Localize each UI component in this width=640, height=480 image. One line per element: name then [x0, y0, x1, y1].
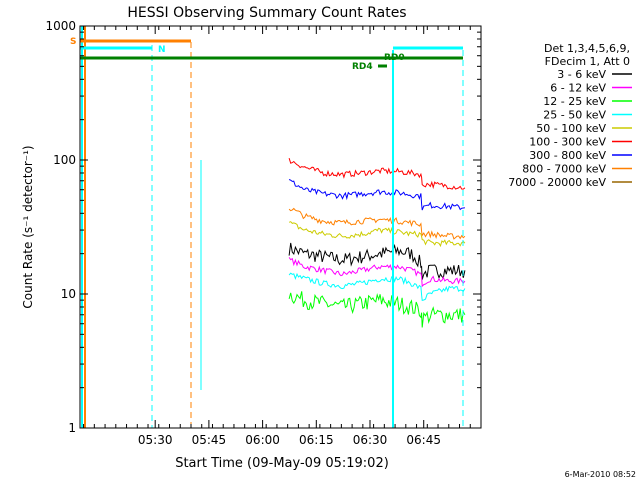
x-tick-label: 06:15 [299, 433, 334, 447]
x-tick-label: 05:30 [138, 433, 173, 447]
series-line-3 [288, 272, 466, 302]
series-line-2 [288, 291, 466, 328]
annotation-rd4: RD4 [352, 62, 373, 72]
legend-entry-label: 25 - 50 keV [543, 109, 606, 122]
legend-title-line: FDecim 1, Att 0 [545, 55, 630, 68]
legend-entry-label: 6 - 12 keV [550, 82, 606, 95]
legend-entry-label: 50 - 100 keV [536, 122, 606, 135]
x-tick-label: 06:30 [353, 433, 388, 447]
annotation-n: N [158, 45, 166, 55]
series-line-0 [288, 242, 466, 280]
series-line-7 [288, 207, 466, 240]
legend-title-line: Det 1,3,4,5,6,9, [544, 42, 630, 55]
x-tick-label: 06:45 [406, 433, 441, 447]
footer-timestamp: 6-Mar-2010 08:52 [565, 470, 636, 479]
y-tick-label: 1000 [45, 19, 76, 33]
series-line-6 [288, 179, 465, 211]
series-line-5 [288, 157, 466, 190]
annotation-s: S [70, 37, 76, 47]
series-line-1 [288, 257, 466, 288]
legend-entry-label: 3 - 6 keV [557, 68, 606, 81]
annotation-rd0: RD0 [384, 53, 405, 63]
x-tick-label: 06:00 [245, 433, 280, 447]
x-tick-label: 05:45 [192, 433, 227, 447]
series-line-4 [288, 221, 466, 248]
legend-entry-label: 300 - 800 keV [529, 149, 606, 162]
y-tick-label: 10 [61, 287, 76, 301]
legend-entry-label: 800 - 7000 keV [522, 163, 606, 176]
legend-entry-label: 12 - 25 keV [543, 95, 606, 108]
legend-entry-label: 100 - 300 keV [529, 136, 606, 149]
chart-title: HESSI Observing Summary Count Rates [127, 5, 406, 21]
y-axis-label: Count Rate (s⁻¹ detector⁻¹) [21, 145, 35, 308]
x-axis-label: Start Time (09-May-09 05:19:02) [175, 456, 389, 471]
y-tick-label: 100 [53, 153, 76, 167]
y-tick-label: 1 [68, 421, 76, 435]
legend-entry-label: 7000 - 20000 keV [508, 176, 606, 189]
legend: Det 1,3,4,5,6,9,FDecim 1, Att 03 - 6 keV… [508, 42, 632, 189]
plot-frame [79, 25, 482, 429]
plot-area: S N RD0 RD4 1 10 100 1000 05:30 05:45 06:00 06:15 06… [45, 19, 482, 447]
